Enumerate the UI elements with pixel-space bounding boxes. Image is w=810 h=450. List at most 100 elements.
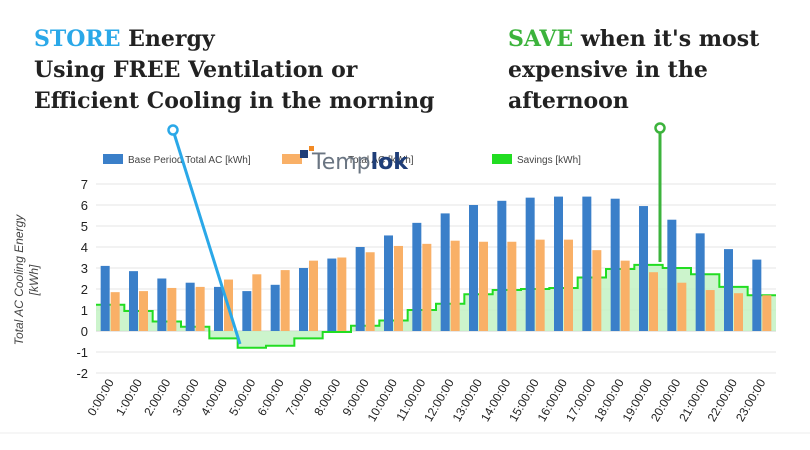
base-bar <box>469 205 478 331</box>
y-tick-label: 1 <box>81 303 88 318</box>
base-bar <box>610 198 620 331</box>
current-bar <box>762 295 772 331</box>
base-bar <box>752 259 762 331</box>
current-bar <box>620 260 630 331</box>
current-bar <box>450 240 460 331</box>
base-bar <box>497 200 507 331</box>
current-bar <box>479 241 488 331</box>
store-line2: Using FREE Ventilation or <box>34 57 358 83</box>
y-tick-label: 4 <box>81 240 88 255</box>
base-bar <box>695 233 705 331</box>
base-bar <box>525 197 535 331</box>
current-bar <box>139 291 148 331</box>
current-bar <box>649 272 658 331</box>
save-keyword: SAVE <box>508 26 574 52</box>
current-bar <box>309 260 318 331</box>
base-bar <box>639 206 648 331</box>
y-tick-label: 5 <box>81 219 88 234</box>
store-headline: STORE Energy Using FREE Ventilation or Eff… <box>34 24 434 117</box>
base-bar <box>270 284 280 331</box>
current-bar <box>535 239 545 331</box>
logo-square-icon <box>300 150 308 158</box>
base-bar <box>440 213 450 331</box>
savings-area <box>96 263 776 349</box>
x-tick-label: 3:00:00 <box>170 376 202 418</box>
current-bar <box>167 287 177 331</box>
logo-dot-icon <box>309 146 314 151</box>
y-tick-label: 7 <box>81 177 88 192</box>
legend-swatch-savings <box>492 154 512 164</box>
x-tick-label: 0:00:00 <box>85 376 117 418</box>
base-bar <box>214 286 223 331</box>
base-bar <box>100 265 110 331</box>
base-bar <box>724 249 733 331</box>
y-tick-label: 0 <box>81 324 88 339</box>
x-tick-label: 6:00:00 <box>255 376 287 418</box>
y-axis-title-line2: [kWh] <box>27 264 41 296</box>
current-bar <box>394 245 403 331</box>
save-line2: expensive in the <box>508 57 708 83</box>
store-pointer-marker <box>167 124 179 136</box>
legend-mask <box>305 152 429 166</box>
base-bar <box>299 268 308 331</box>
legend-label-current: Total AC [kWh] <box>348 155 414 166</box>
callouts <box>167 122 666 345</box>
base-bar <box>355 247 365 331</box>
y-axis-title: Total AC Cooling Energy[kWh] <box>12 214 41 346</box>
base-bar <box>157 278 167 331</box>
y-axis-ticks: 7 6 5 4 3 2 1 0 -1 -2 <box>76 177 88 381</box>
store-line3: Efficient Cooling in the morning <box>34 88 435 114</box>
y-axis-title-line1: Total AC Cooling Energy <box>12 214 26 346</box>
base-bar <box>554 196 563 331</box>
x-tick-label: 7:00:00 <box>283 376 315 418</box>
legend-swatch-base <box>103 154 123 164</box>
current-bar <box>564 239 573 331</box>
current-bar <box>677 282 687 331</box>
logo-part1: Temp <box>311 150 371 175</box>
bars <box>100 196 772 331</box>
x-tick-label: 8:00:00 <box>311 376 343 418</box>
savings-line <box>96 263 776 349</box>
base-bar <box>129 271 138 331</box>
x-tick-label: 5:00:00 <box>226 376 258 418</box>
save-headline: SAVE when it's most expensive in the after… <box>508 24 759 117</box>
y-tick-label: -1 <box>76 345 88 360</box>
base-bar <box>185 282 195 331</box>
logo-wordmark: Templok <box>311 150 409 175</box>
y-tick-label: 2 <box>81 282 88 297</box>
save-line1-rest: when it's most <box>573 26 760 52</box>
base-bar <box>667 219 677 331</box>
current-bar <box>592 250 602 331</box>
legend-swatch-current <box>282 154 302 164</box>
store-line1-rest: Energy <box>120 26 215 52</box>
templok-logo: Templok <box>300 146 409 175</box>
current-bar <box>507 241 517 331</box>
current-bar <box>280 270 290 331</box>
x-tick-label: 4:00:00 <box>198 376 230 418</box>
current-bar <box>365 252 375 331</box>
y-tick-label: -2 <box>76 366 88 381</box>
x-axis-ticks: 0:00:001:00:002:00:003:00:004:00:005:00:… <box>85 376 769 424</box>
current-bar <box>705 290 715 331</box>
store-keyword: STORE <box>34 26 121 52</box>
store-pointer-line <box>171 129 242 345</box>
y-tick-label: 6 <box>81 198 88 213</box>
base-bar <box>412 222 422 331</box>
save-line3: afternoon <box>508 88 629 114</box>
legend: Base Period Total AC [kWh] Total AC [kWh… <box>103 152 581 166</box>
y-tick-label: 3 <box>81 261 88 276</box>
current-bar <box>110 292 120 331</box>
current-bar <box>337 257 347 331</box>
current-bar <box>252 274 262 331</box>
current-bar <box>422 243 432 331</box>
base-bar <box>384 235 393 331</box>
current-bar <box>195 286 205 331</box>
legend-label-savings: Savings [kWh] <box>517 155 581 166</box>
base-bar <box>242 291 252 331</box>
logo-part2: lok <box>371 150 410 175</box>
current-bar <box>734 293 743 331</box>
base-bar <box>582 196 592 331</box>
legend-label-base: Base Period Total AC [kWh] <box>128 155 251 166</box>
base-bar <box>327 258 337 331</box>
